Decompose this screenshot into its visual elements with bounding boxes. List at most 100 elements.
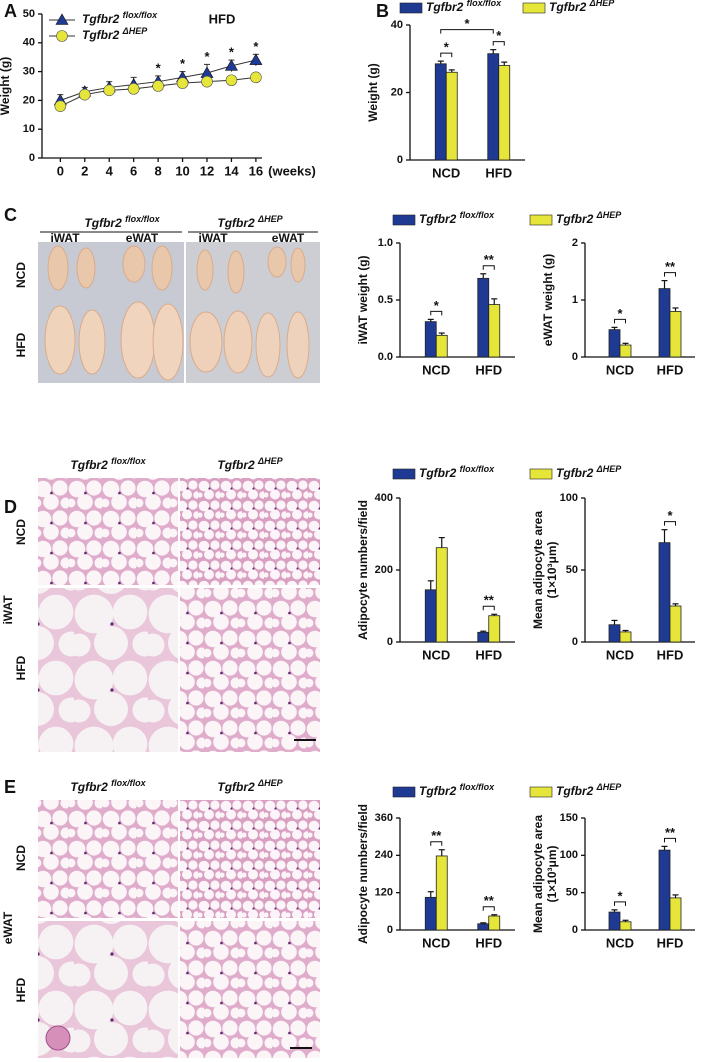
tissue-label: iWAT xyxy=(198,231,228,245)
y-tick-label: 100 xyxy=(560,849,578,861)
x-tick-label: NCD xyxy=(422,935,450,950)
histology-image xyxy=(38,800,178,918)
point xyxy=(127,83,140,95)
legend-label: Tgfbr2 ΔHEP xyxy=(556,782,622,798)
legend-swatch xyxy=(529,214,553,226)
tissue-label: eWAT xyxy=(126,231,159,245)
legend-swatch xyxy=(529,468,553,480)
x-tick-label: 12 xyxy=(200,163,214,178)
significance-bracket xyxy=(664,521,676,526)
significance-bracket xyxy=(492,41,505,46)
y-tick-label: 0 xyxy=(572,351,578,363)
y-tick-label: 40 xyxy=(391,19,403,31)
y-tick-label: 40 xyxy=(23,37,35,49)
panel-label: A xyxy=(4,1,17,21)
bar xyxy=(477,923,490,931)
row-label: NCD xyxy=(14,845,28,871)
point xyxy=(224,59,238,71)
y-axis-label: iWAT weight (g) xyxy=(356,255,370,344)
chart-title: HFD xyxy=(209,11,236,26)
bar xyxy=(498,65,511,161)
genotype: ΔHEP xyxy=(596,782,623,792)
gene-name: Tgfbr2 xyxy=(419,784,460,798)
significance: * xyxy=(464,16,470,31)
y-tick-label: 10 xyxy=(23,123,35,135)
tissue-label: iWAT xyxy=(50,231,80,245)
y-axis-label: Adipocyte numbers/field xyxy=(356,804,370,944)
significance: ** xyxy=(484,593,495,608)
y-axis-label: Weight (g) xyxy=(0,57,12,115)
legend-marker xyxy=(56,30,68,42)
point xyxy=(249,53,263,65)
histology-image xyxy=(180,921,320,1058)
bar xyxy=(619,921,632,931)
genotype: flox/flox xyxy=(123,10,158,20)
y-axis-label: (1×10³μm) xyxy=(545,541,559,598)
bar xyxy=(424,321,437,358)
histology-iwat xyxy=(38,478,320,752)
significance-bracket xyxy=(482,265,495,270)
panel-label: D xyxy=(4,497,17,517)
bar xyxy=(445,71,458,161)
legend-swatch xyxy=(399,2,423,14)
histology-image xyxy=(180,478,320,585)
significance: * xyxy=(156,60,162,75)
x-tick-label: HFD xyxy=(657,935,684,950)
y-tick-label: 120 xyxy=(375,887,393,899)
gene-name: Tgfbr2 xyxy=(556,212,597,226)
y-axis-label: Mean adipocyte area xyxy=(531,815,545,933)
point xyxy=(201,75,213,88)
bar xyxy=(608,911,621,931)
gene-name: Tgfbr2 xyxy=(82,12,123,26)
legend-label: Tgfbr2 ΔHEP xyxy=(556,210,622,226)
bar xyxy=(434,63,447,161)
bar xyxy=(658,542,671,643)
y-axis-label: (1×10³μm) xyxy=(545,845,559,902)
significance-bracket xyxy=(482,906,495,911)
bar xyxy=(658,288,671,358)
gene-name: Tgfbr2 xyxy=(419,212,460,226)
bar xyxy=(669,310,682,358)
genotype: ΔHEP xyxy=(122,26,149,36)
row-label: NCD xyxy=(14,519,28,545)
x-tick-label: HFD xyxy=(475,935,502,950)
significance: * xyxy=(229,45,235,60)
legend-label: Tgfbr2 flox/flox xyxy=(426,0,502,14)
significance: * xyxy=(434,298,440,313)
y-axis-label: Adipocyte numbers/field xyxy=(356,500,370,640)
significance: * xyxy=(180,56,186,71)
x-tick-label: 6 xyxy=(130,163,137,178)
x-tick-label: NCD xyxy=(432,165,460,180)
y-tick-label: 50 xyxy=(566,887,578,899)
bar xyxy=(488,915,501,931)
y-axis-label: Mean adipocyte area xyxy=(531,511,545,629)
genotype: flox/flox xyxy=(111,778,146,788)
bar xyxy=(608,329,621,358)
gene-name: Tgfbr2 xyxy=(419,466,460,480)
significance: * xyxy=(253,39,259,54)
y-tick-label: 1.0 xyxy=(378,237,393,249)
legend-label: Tgfbr2 ΔHEP xyxy=(82,26,148,42)
y-tick-label: 50 xyxy=(23,8,35,20)
significance: ** xyxy=(665,259,676,274)
significance-bracket xyxy=(664,272,676,277)
legend-swatch xyxy=(392,786,416,798)
y-tick-label: 20 xyxy=(391,86,403,98)
gene-name: Tgfbr2 xyxy=(556,466,597,480)
y-tick-label: 30 xyxy=(23,66,35,78)
y-tick-label: 0 xyxy=(387,924,393,936)
gene-name: Tgfbr2 xyxy=(84,216,125,230)
vessel xyxy=(45,1025,71,1051)
legend-label: Tgfbr2 flox/flox xyxy=(82,10,158,26)
column-label: Tgfbr2 ΔHEP xyxy=(217,778,283,794)
y-tick-label: 200 xyxy=(375,564,393,576)
x-tick-label: NCD xyxy=(606,647,634,662)
panel-label: B xyxy=(376,1,389,21)
point xyxy=(225,74,238,87)
x-tick-label: NCD xyxy=(422,647,450,662)
y-tick-label: 0 xyxy=(572,636,578,648)
x-tick-label: HFD xyxy=(485,165,512,180)
genotype: ΔHEP xyxy=(257,214,284,224)
